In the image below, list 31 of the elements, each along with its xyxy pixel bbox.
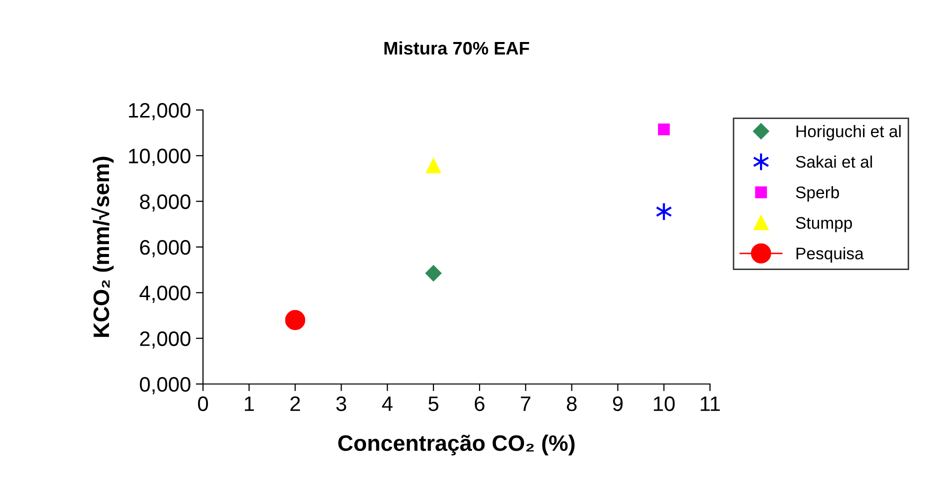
y-axis-title: KCO₂ (mm/√sem)	[91, 156, 114, 337]
legend-label: Stumpp	[796, 217, 852, 232]
x-tick-label: 6	[474, 396, 484, 412]
x-tick-label: 5	[428, 396, 438, 412]
x-axis-title: Concentração CO₂ (%)	[338, 434, 575, 456]
x-tick-label: 7	[520, 396, 530, 411]
point	[658, 124, 670, 136]
y-tick-label: 6,000	[140, 240, 190, 258]
y-tick-label: 2,000	[140, 331, 190, 349]
point	[426, 158, 441, 174]
legend-label: Horiguchi et al	[796, 125, 901, 141]
x-tick-label: 3	[336, 396, 346, 412]
y-tick-label: 4,000	[140, 286, 190, 303]
x-tick-label: 4	[382, 396, 393, 411]
x-tick-label: 8	[566, 396, 577, 412]
legend-label: Sperb	[796, 186, 839, 202]
x-tick-label: 2	[290, 396, 300, 411]
x-tick-label: 0	[198, 396, 208, 412]
x-tick-label: 9	[613, 396, 623, 412]
y-tick-label: 12,000	[129, 103, 190, 120]
point	[285, 310, 306, 330]
x-tick-label: 1	[244, 396, 254, 411]
legend-label: Sakai et al	[796, 156, 872, 168]
y-tick-label: 0,000	[140, 377, 190, 394]
x-tick-label: 10	[654, 396, 675, 412]
y-tick-label: 8,000	[140, 194, 190, 212]
chart-title: Mistura 70% EAF	[384, 41, 530, 55]
point	[426, 265, 442, 282]
x-tick-label: 11	[700, 396, 720, 411]
legend-label: Pesquisa	[796, 247, 864, 263]
y-tick-label: 10,000	[129, 148, 190, 166]
